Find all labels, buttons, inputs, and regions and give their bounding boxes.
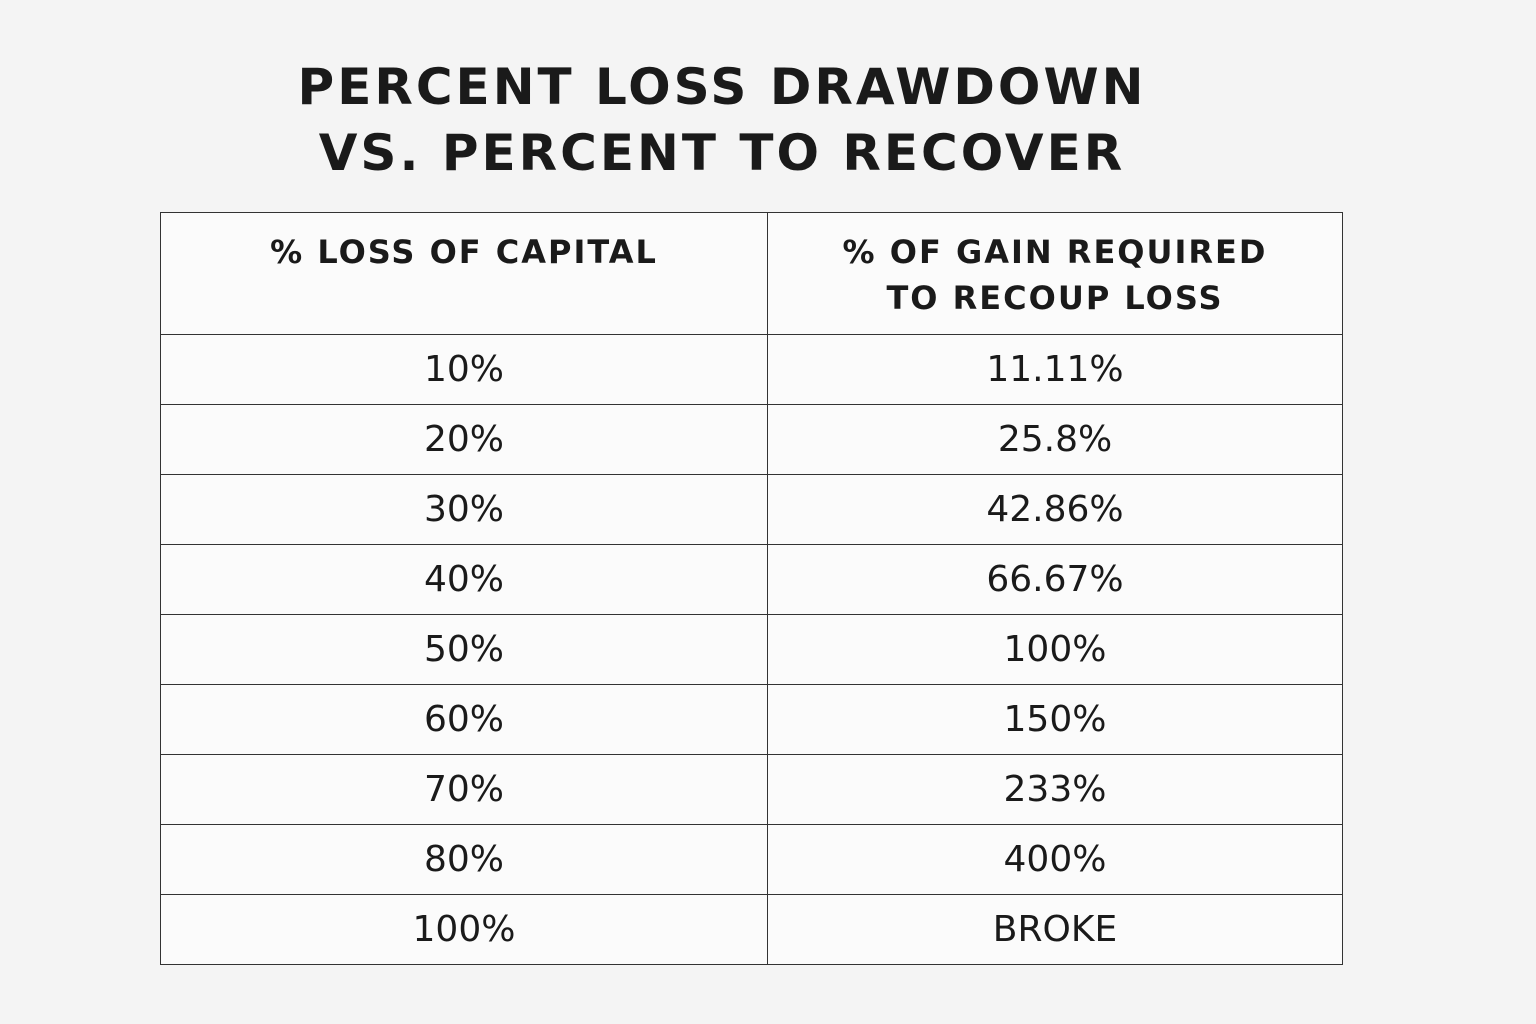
table-row: 80% 400% (160, 824, 1343, 895)
table-cell: 80% (160, 824, 768, 895)
table-cell: 60% (160, 684, 768, 755)
table-row: 40% 66.67% (160, 544, 1343, 615)
table-cell: 400% (767, 824, 1343, 895)
table-cell: 233% (767, 754, 1343, 825)
table-cell: 100% (767, 614, 1343, 685)
table-row: 20% 25.8% (160, 404, 1343, 475)
table-cell: 40% (160, 544, 768, 615)
table-cell: 66.67% (767, 544, 1343, 615)
table-cell: 70% (160, 754, 768, 825)
table-row: 50% 100% (160, 614, 1343, 685)
header-text: TO RECOUP LOSS (886, 279, 1224, 317)
title-line: VS. PERCENT TO RECOVER (318, 124, 1126, 182)
title-line: PERCENT LOSS DRAWDOWN (297, 58, 1147, 116)
table-cell: 20% (160, 404, 768, 475)
table-row: 100% BROKE (160, 894, 1343, 965)
table-cell: 50% (160, 614, 768, 685)
table-row: 60% 150% (160, 684, 1343, 755)
table-row: 10% 11.11% (160, 334, 1343, 405)
table: % LOSS OF CAPITAL % OF GAIN REQUIRED TO RE… (160, 212, 1343, 965)
table-row: 30% 42.86% (160, 474, 1343, 545)
header-text: % LOSS OF CAPITAL (270, 233, 658, 271)
header-row: % LOSS OF CAPITAL % OF GAIN REQUIRED TO RE… (160, 212, 1343, 335)
table-cell: 100% (160, 894, 768, 965)
header-cell: % OF GAIN REQUIRED TO RECOUP LOSS (767, 212, 1343, 335)
table-cell: 10% (160, 334, 768, 405)
header-text: % OF GAIN REQUIRED (842, 233, 1268, 271)
table-cell: 150% (767, 684, 1343, 755)
header-cell: % LOSS OF CAPITAL (160, 212, 768, 335)
table-row: 70% 233% (160, 754, 1343, 825)
table-cell: 25.8% (767, 404, 1343, 475)
table-cell: 42.86% (767, 474, 1343, 545)
table-cell: 11.11% (767, 334, 1343, 405)
table-cell: BROKE (767, 894, 1343, 965)
table-cell: 30% (160, 474, 768, 545)
